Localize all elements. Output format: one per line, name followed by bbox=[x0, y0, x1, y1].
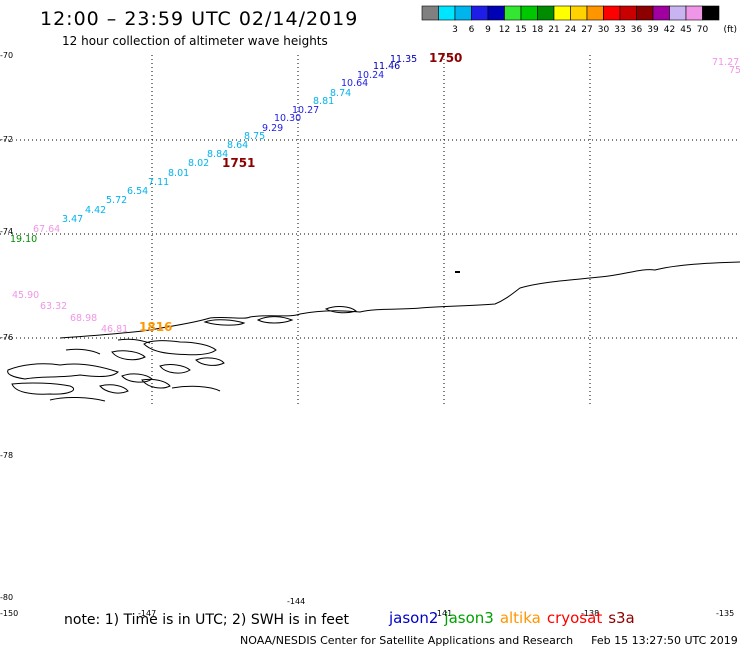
ice-fragment bbox=[455, 271, 460, 273]
wave-height-label: 7.11 bbox=[148, 177, 169, 188]
latitude-label: -78 bbox=[0, 451, 13, 460]
wave-height-label: 8.74 bbox=[330, 88, 351, 99]
pass-time-label: 1750 bbox=[429, 51, 462, 65]
legend-s3a: s3a bbox=[608, 609, 635, 627]
legend-jason3: jason3 bbox=[444, 609, 494, 627]
longitude-label: -150 bbox=[0, 609, 18, 618]
colorbar-swatch bbox=[702, 5, 720, 21]
longitude-label: -147 bbox=[138, 609, 156, 618]
coastline bbox=[59, 261, 740, 339]
longitude-label: -138 bbox=[581, 609, 599, 618]
wave-height-label: 8.81 bbox=[313, 96, 334, 107]
longitude-label: -135 bbox=[716, 609, 734, 618]
longitude-label: -144 bbox=[287, 597, 305, 606]
latitude-label: -80 bbox=[0, 593, 13, 602]
wave-height-label: 11.46 bbox=[373, 61, 400, 72]
latitude-label: -76 bbox=[0, 333, 13, 342]
coastline bbox=[195, 357, 225, 366]
colorbar-tick-label: 15 bbox=[515, 25, 526, 35]
wave-height-label: 10.24 bbox=[357, 70, 384, 81]
coastline bbox=[7, 363, 119, 380]
wave-height-label: 46.81 bbox=[101, 324, 128, 335]
coastline bbox=[99, 384, 129, 394]
coastline bbox=[49, 397, 106, 402]
legend-cryosat: cryosat bbox=[546, 609, 603, 627]
map-subtitle: 12 hour collection of altimeter wave hei… bbox=[62, 34, 328, 48]
wave-height-colorbar: 3 6 9 12 15 18 21 24 27 30 33 36 39 42 45 70 (ft) bbox=[421, 5, 737, 35]
colorbar-tick-label: 21 bbox=[548, 25, 559, 35]
colorbar-tick-label: 27 bbox=[581, 25, 592, 35]
wave-height-label: 6.54 bbox=[127, 186, 148, 197]
wave-height-label: 10.64 bbox=[341, 78, 368, 89]
footer-note: note: 1) Time is in UTC; 2) SWH is in fe… bbox=[64, 612, 350, 628]
wave-height-label: 8.84 bbox=[207, 149, 228, 160]
pass-time-label: 1751 bbox=[222, 156, 255, 170]
wave-height-label: 8.75 bbox=[244, 131, 265, 142]
coastline bbox=[117, 338, 151, 344]
wave-height-label: 5.72 bbox=[106, 195, 127, 206]
satellite-legend: jason2 jason3 altika cryosat s3a bbox=[389, 609, 641, 627]
wave-height-label: 71.27 bbox=[712, 57, 739, 68]
colorbar-tick-label: 6 bbox=[469, 25, 475, 35]
coastline bbox=[256, 316, 294, 324]
coastline bbox=[324, 306, 358, 314]
latitude-label: -74 bbox=[0, 227, 13, 236]
colorbar-tick-label: 18 bbox=[532, 25, 544, 35]
latitude-label: -72 bbox=[0, 135, 13, 144]
wave-height-label: 75 bbox=[729, 65, 740, 76]
colorbar-unit: (ft) bbox=[723, 25, 737, 35]
colorbar-tick-label: 30 bbox=[598, 25, 610, 35]
coastline bbox=[141, 378, 171, 389]
longitude-label: -141 bbox=[434, 609, 452, 618]
generated-timestamp: Feb 15 13:27:50 UTC 2019 bbox=[591, 634, 738, 647]
credit-text: NOAA/NESDIS Center for Satellite Applica… bbox=[240, 634, 574, 647]
colorbar-tick-label: 24 bbox=[565, 25, 577, 35]
map-title: 12:00 – 23:59 UTC 02/14/2019 bbox=[40, 8, 359, 30]
credit-line: NOAA/NESDIS Center for Satellite Applica… bbox=[240, 634, 738, 647]
wave-height-label: 68.98 bbox=[70, 313, 97, 324]
coastline bbox=[65, 348, 101, 355]
coastline bbox=[171, 385, 221, 392]
colorbar-tick-label: 12 bbox=[499, 25, 510, 35]
wave-height-label: 8.02 bbox=[188, 158, 209, 169]
colorbar-tick-label: 70 bbox=[697, 25, 709, 35]
wave-height-label: 10.27 bbox=[292, 105, 319, 116]
wave-height-label: 67.64 bbox=[33, 224, 60, 235]
wave-height-label: 45.90 bbox=[12, 290, 39, 301]
latitude-label: -70 bbox=[0, 51, 13, 60]
pass-time-label: 1816 bbox=[139, 320, 172, 334]
colorbar-tick-label: 33 bbox=[614, 25, 625, 35]
legend-jason2: jason2 bbox=[389, 609, 439, 627]
wave-height-label: 4.42 bbox=[85, 205, 106, 216]
wave-height-label: 8.01 bbox=[168, 168, 189, 179]
wave-height-label: 11.35 bbox=[390, 54, 417, 65]
coastline bbox=[143, 340, 217, 356]
colorbar-tick-label: 39 bbox=[647, 25, 659, 35]
colorbar-tick-label: 36 bbox=[631, 25, 643, 35]
coastline bbox=[11, 382, 75, 395]
wave-height-label: 3.47 bbox=[62, 214, 83, 225]
wave-height-label: 19.10 bbox=[10, 234, 37, 245]
wave-height-label: 63.32 bbox=[40, 301, 67, 312]
coastline bbox=[121, 373, 153, 383]
coastline bbox=[159, 364, 191, 374]
colorbar-tick-label: 42 bbox=[664, 25, 675, 35]
coastline bbox=[111, 350, 146, 361]
colorbar-tick-label: 9 bbox=[485, 25, 491, 35]
wave-height-label: 9.29 bbox=[262, 123, 283, 134]
wave-height-label: 10.30 bbox=[274, 113, 301, 124]
colorbar-tick-label: 3 bbox=[452, 25, 458, 35]
legend-altika: altika bbox=[499, 609, 541, 627]
coastline bbox=[203, 319, 246, 326]
colorbar-tick-label: 45 bbox=[680, 25, 691, 35]
wave-height-label: 8.64 bbox=[227, 140, 248, 151]
